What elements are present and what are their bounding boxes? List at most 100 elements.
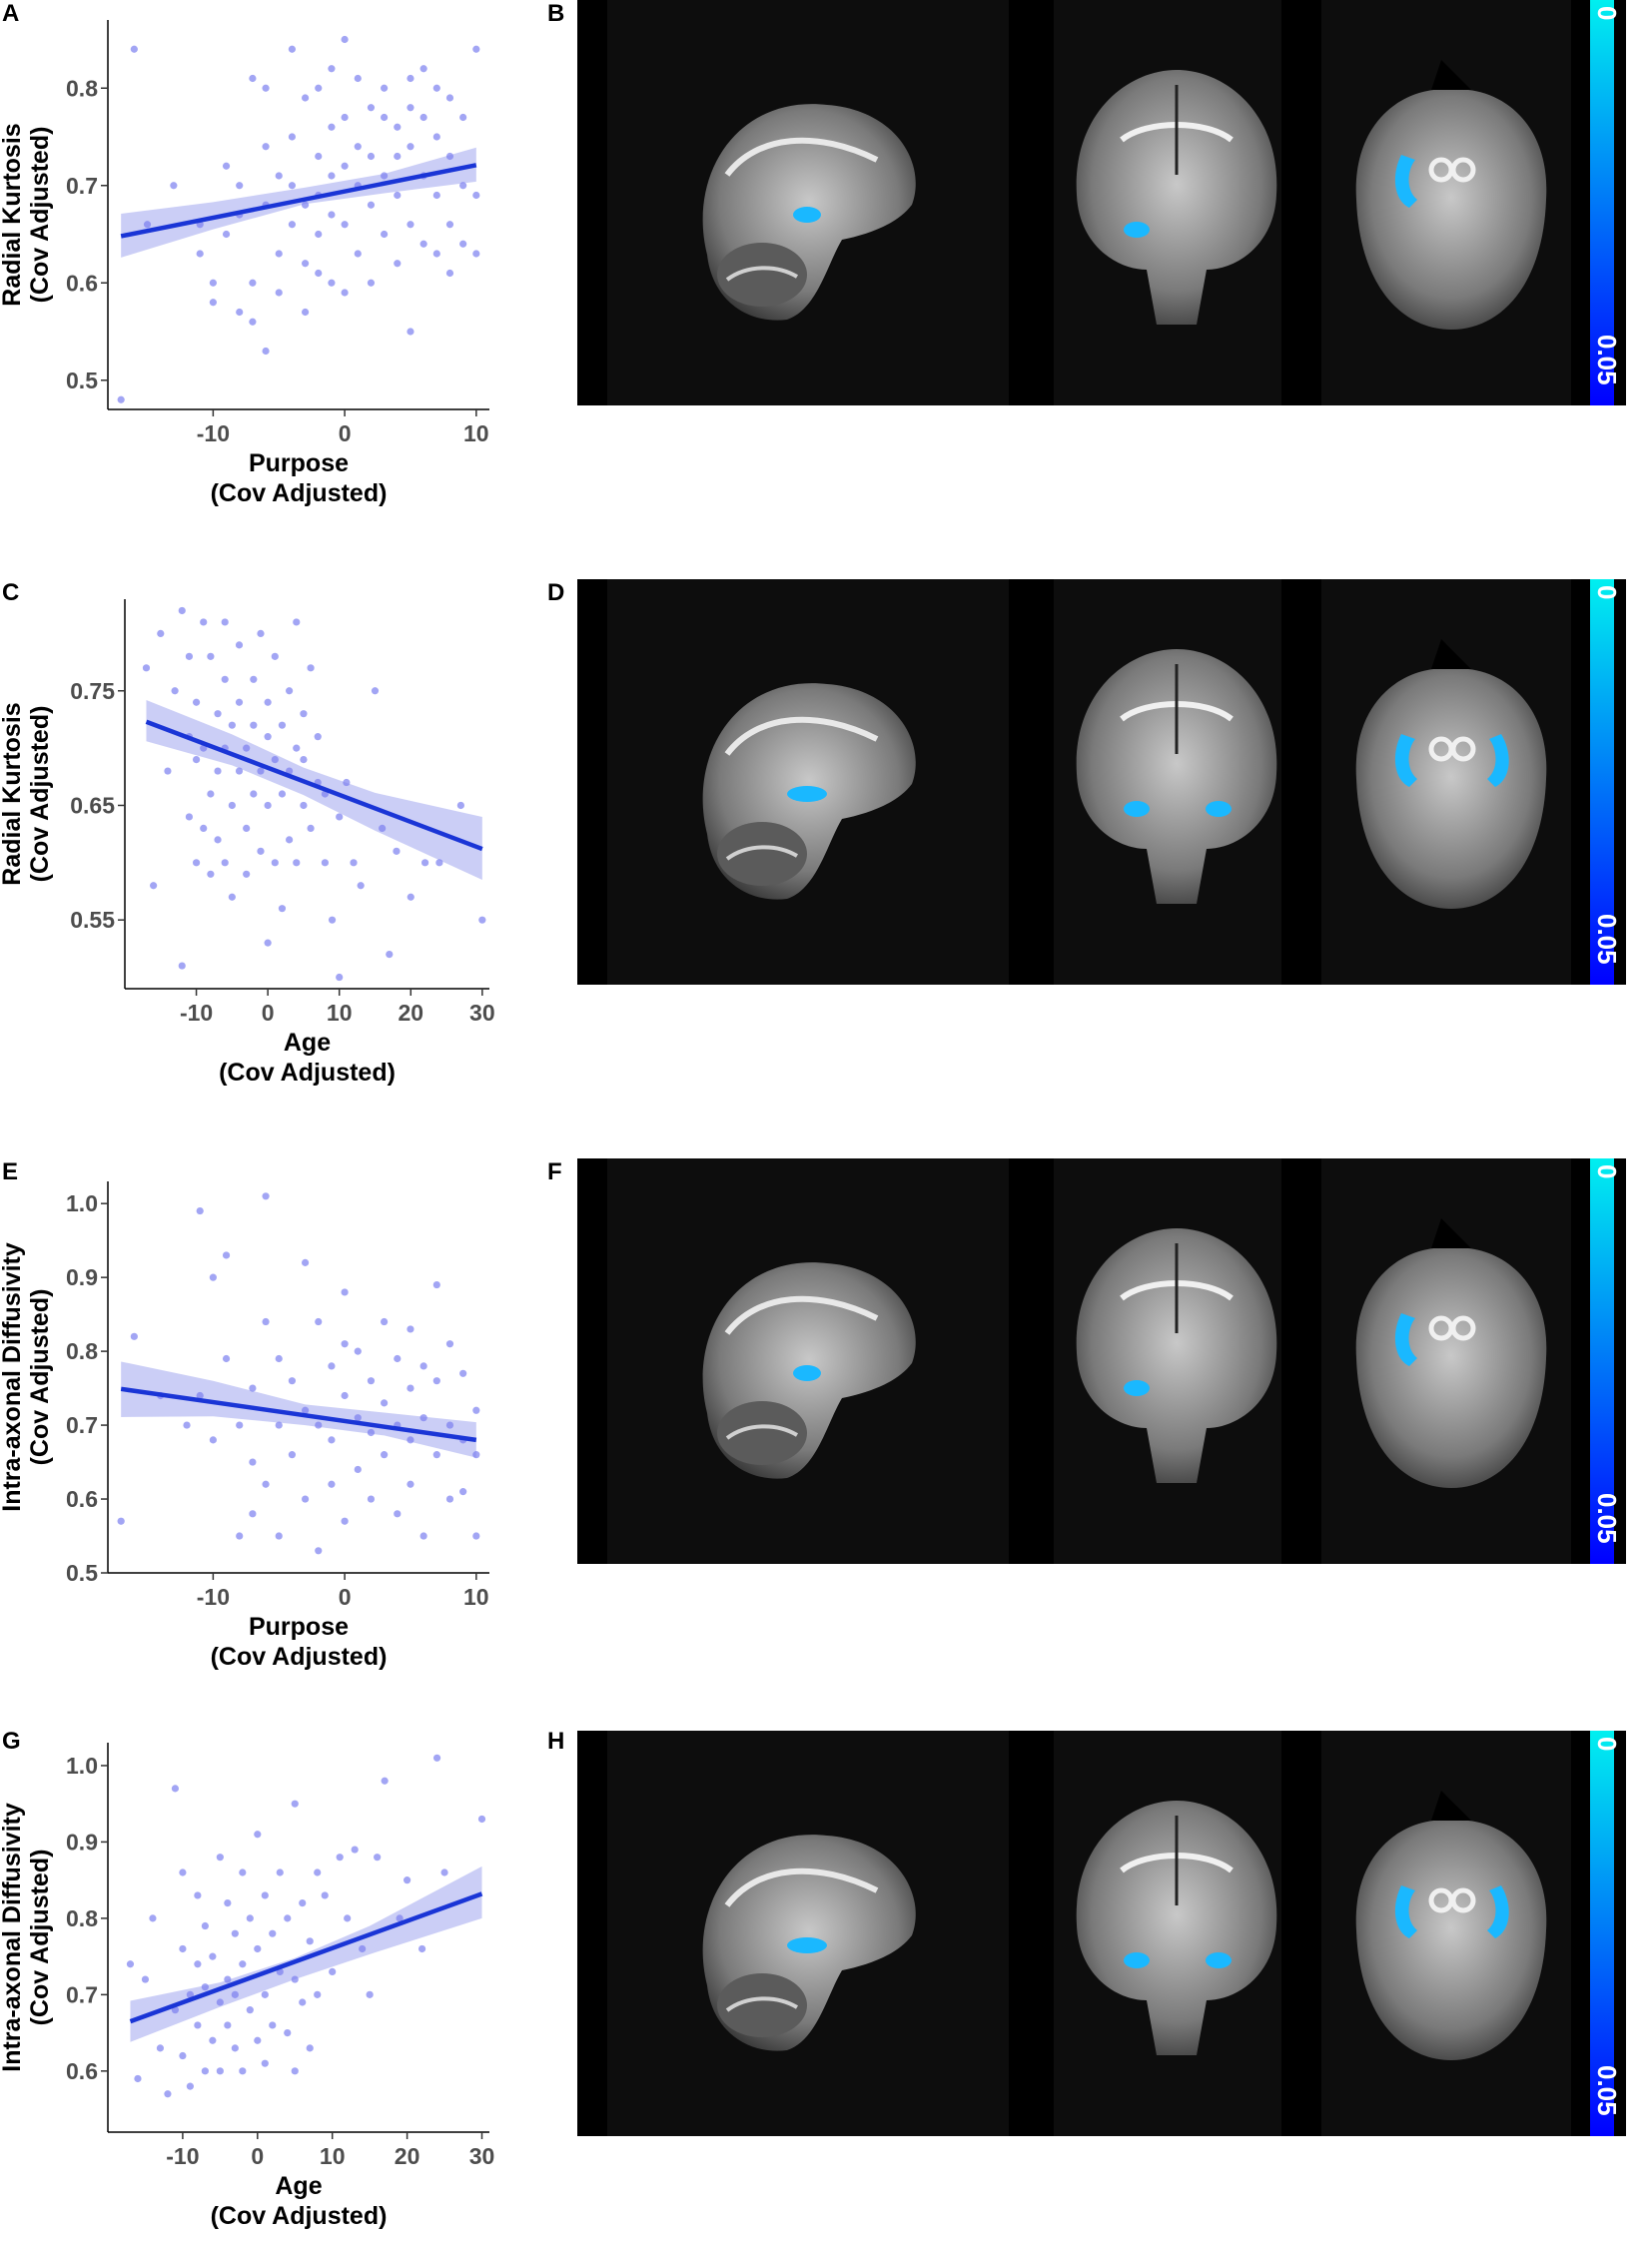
data-point	[341, 221, 349, 229]
data-point	[328, 1362, 336, 1370]
data-point	[472, 45, 480, 53]
x-tick-label: 10	[463, 1584, 489, 1610]
data-point	[336, 973, 344, 982]
data-point	[236, 182, 244, 190]
highlight-region-right	[1487, 1885, 1509, 1938]
data-point	[222, 162, 231, 170]
cerebellum	[717, 243, 807, 307]
image-border-band	[1009, 1731, 1054, 2136]
data-point	[306, 1937, 314, 1945]
highlight-region-left	[1124, 801, 1150, 817]
colorbar-top-label: 0	[1592, 585, 1622, 600]
data-point	[262, 1480, 270, 1488]
regression-line	[129, 1891, 483, 2024]
data-point	[341, 1517, 349, 1525]
data-point	[275, 289, 283, 297]
data-point	[344, 1914, 352, 1922]
data-point	[142, 664, 151, 672]
data-point	[341, 162, 349, 170]
data-point	[321, 1891, 329, 1899]
panel-label-c: C	[2, 579, 20, 606]
colorbar-top-label: 0	[1592, 1737, 1622, 1752]
data-point	[222, 230, 231, 239]
data-point	[269, 2021, 277, 2029]
data-point	[419, 113, 427, 122]
highlight-region-right	[1206, 801, 1232, 817]
data-point	[445, 94, 454, 102]
data-point	[149, 1914, 157, 1922]
x-tick-label: 30	[469, 2143, 495, 2169]
data-point	[236, 1532, 244, 1540]
y-tick-label: 0.7	[66, 1412, 98, 1438]
cerebellum-fold	[725, 266, 799, 282]
brain-strip-f: 0 0.05	[577, 1158, 1626, 1564]
corpus-callosum	[724, 1868, 879, 1907]
data-point	[178, 606, 186, 615]
data-point	[354, 1414, 362, 1422]
data-point	[164, 767, 172, 775]
data-point	[249, 279, 257, 287]
data-point	[186, 2082, 194, 2090]
data-point	[336, 1854, 344, 1862]
x-axis-label: (Cov Adjusted)	[211, 2202, 388, 2230]
y-tick-label: 1.0	[66, 1190, 98, 1216]
cerebellum-fold	[725, 845, 799, 861]
data-point	[239, 1868, 247, 1876]
data-point	[314, 1868, 322, 1876]
data-point	[275, 250, 283, 258]
data-point	[216, 1998, 224, 2006]
data-point	[262, 1317, 270, 1326]
data-point	[328, 279, 336, 287]
p-value-colorbar: 0 0.05	[1590, 579, 1626, 985]
data-point	[209, 279, 217, 287]
data-point	[301, 94, 310, 102]
panel-label-g: G	[2, 1728, 21, 1755]
data-point	[288, 1377, 297, 1385]
data-point	[301, 260, 310, 268]
data-point	[249, 318, 257, 326]
colorbar-gradient	[1590, 0, 1614, 405]
regression-line	[145, 719, 483, 852]
data-point	[328, 65, 336, 73]
y-tick-label: 0.5	[66, 368, 98, 393]
x-axis-label: Age	[284, 1029, 331, 1057]
data-point	[307, 664, 315, 672]
data-point	[381, 230, 389, 239]
data-point	[243, 824, 251, 833]
data-point	[222, 1251, 231, 1259]
panel-label-b: B	[547, 0, 565, 27]
x-tick-label: -10	[166, 2143, 199, 2169]
x-tick-label: -10	[197, 1584, 230, 1610]
y-tick-label: 0.8	[66, 75, 98, 101]
image-border-band	[1009, 579, 1054, 985]
data-point	[284, 2028, 292, 2037]
data-point	[407, 104, 414, 112]
x-tick-label: 0	[262, 1000, 275, 1026]
data-point	[271, 859, 279, 867]
x-tick-label: -10	[180, 1000, 213, 1026]
data-point	[407, 1325, 414, 1333]
data-point	[236, 308, 244, 317]
data-point	[445, 1340, 454, 1348]
data-point	[394, 1510, 402, 1518]
coronal-brain-slice	[1076, 1228, 1277, 1483]
data-point	[301, 1406, 310, 1414]
data-point	[209, 299, 217, 307]
data-point	[231, 2044, 239, 2052]
data-point	[288, 221, 297, 229]
data-point	[170, 182, 178, 190]
data-point	[315, 1547, 323, 1555]
coronal-brain-slice	[1076, 70, 1277, 325]
data-point	[343, 778, 351, 787]
highlight-region-right	[1487, 734, 1509, 787]
data-point	[328, 1436, 336, 1444]
y-tick-label: 0.6	[66, 270, 98, 296]
regression-line	[120, 163, 477, 239]
cerebellum	[717, 1401, 807, 1465]
x-tick-label: -10	[197, 420, 230, 446]
data-point	[354, 143, 362, 151]
cerebellum-fold	[725, 1996, 799, 2012]
y-tick-label: 0.65	[70, 792, 115, 818]
cerebellum	[717, 1973, 807, 2037]
